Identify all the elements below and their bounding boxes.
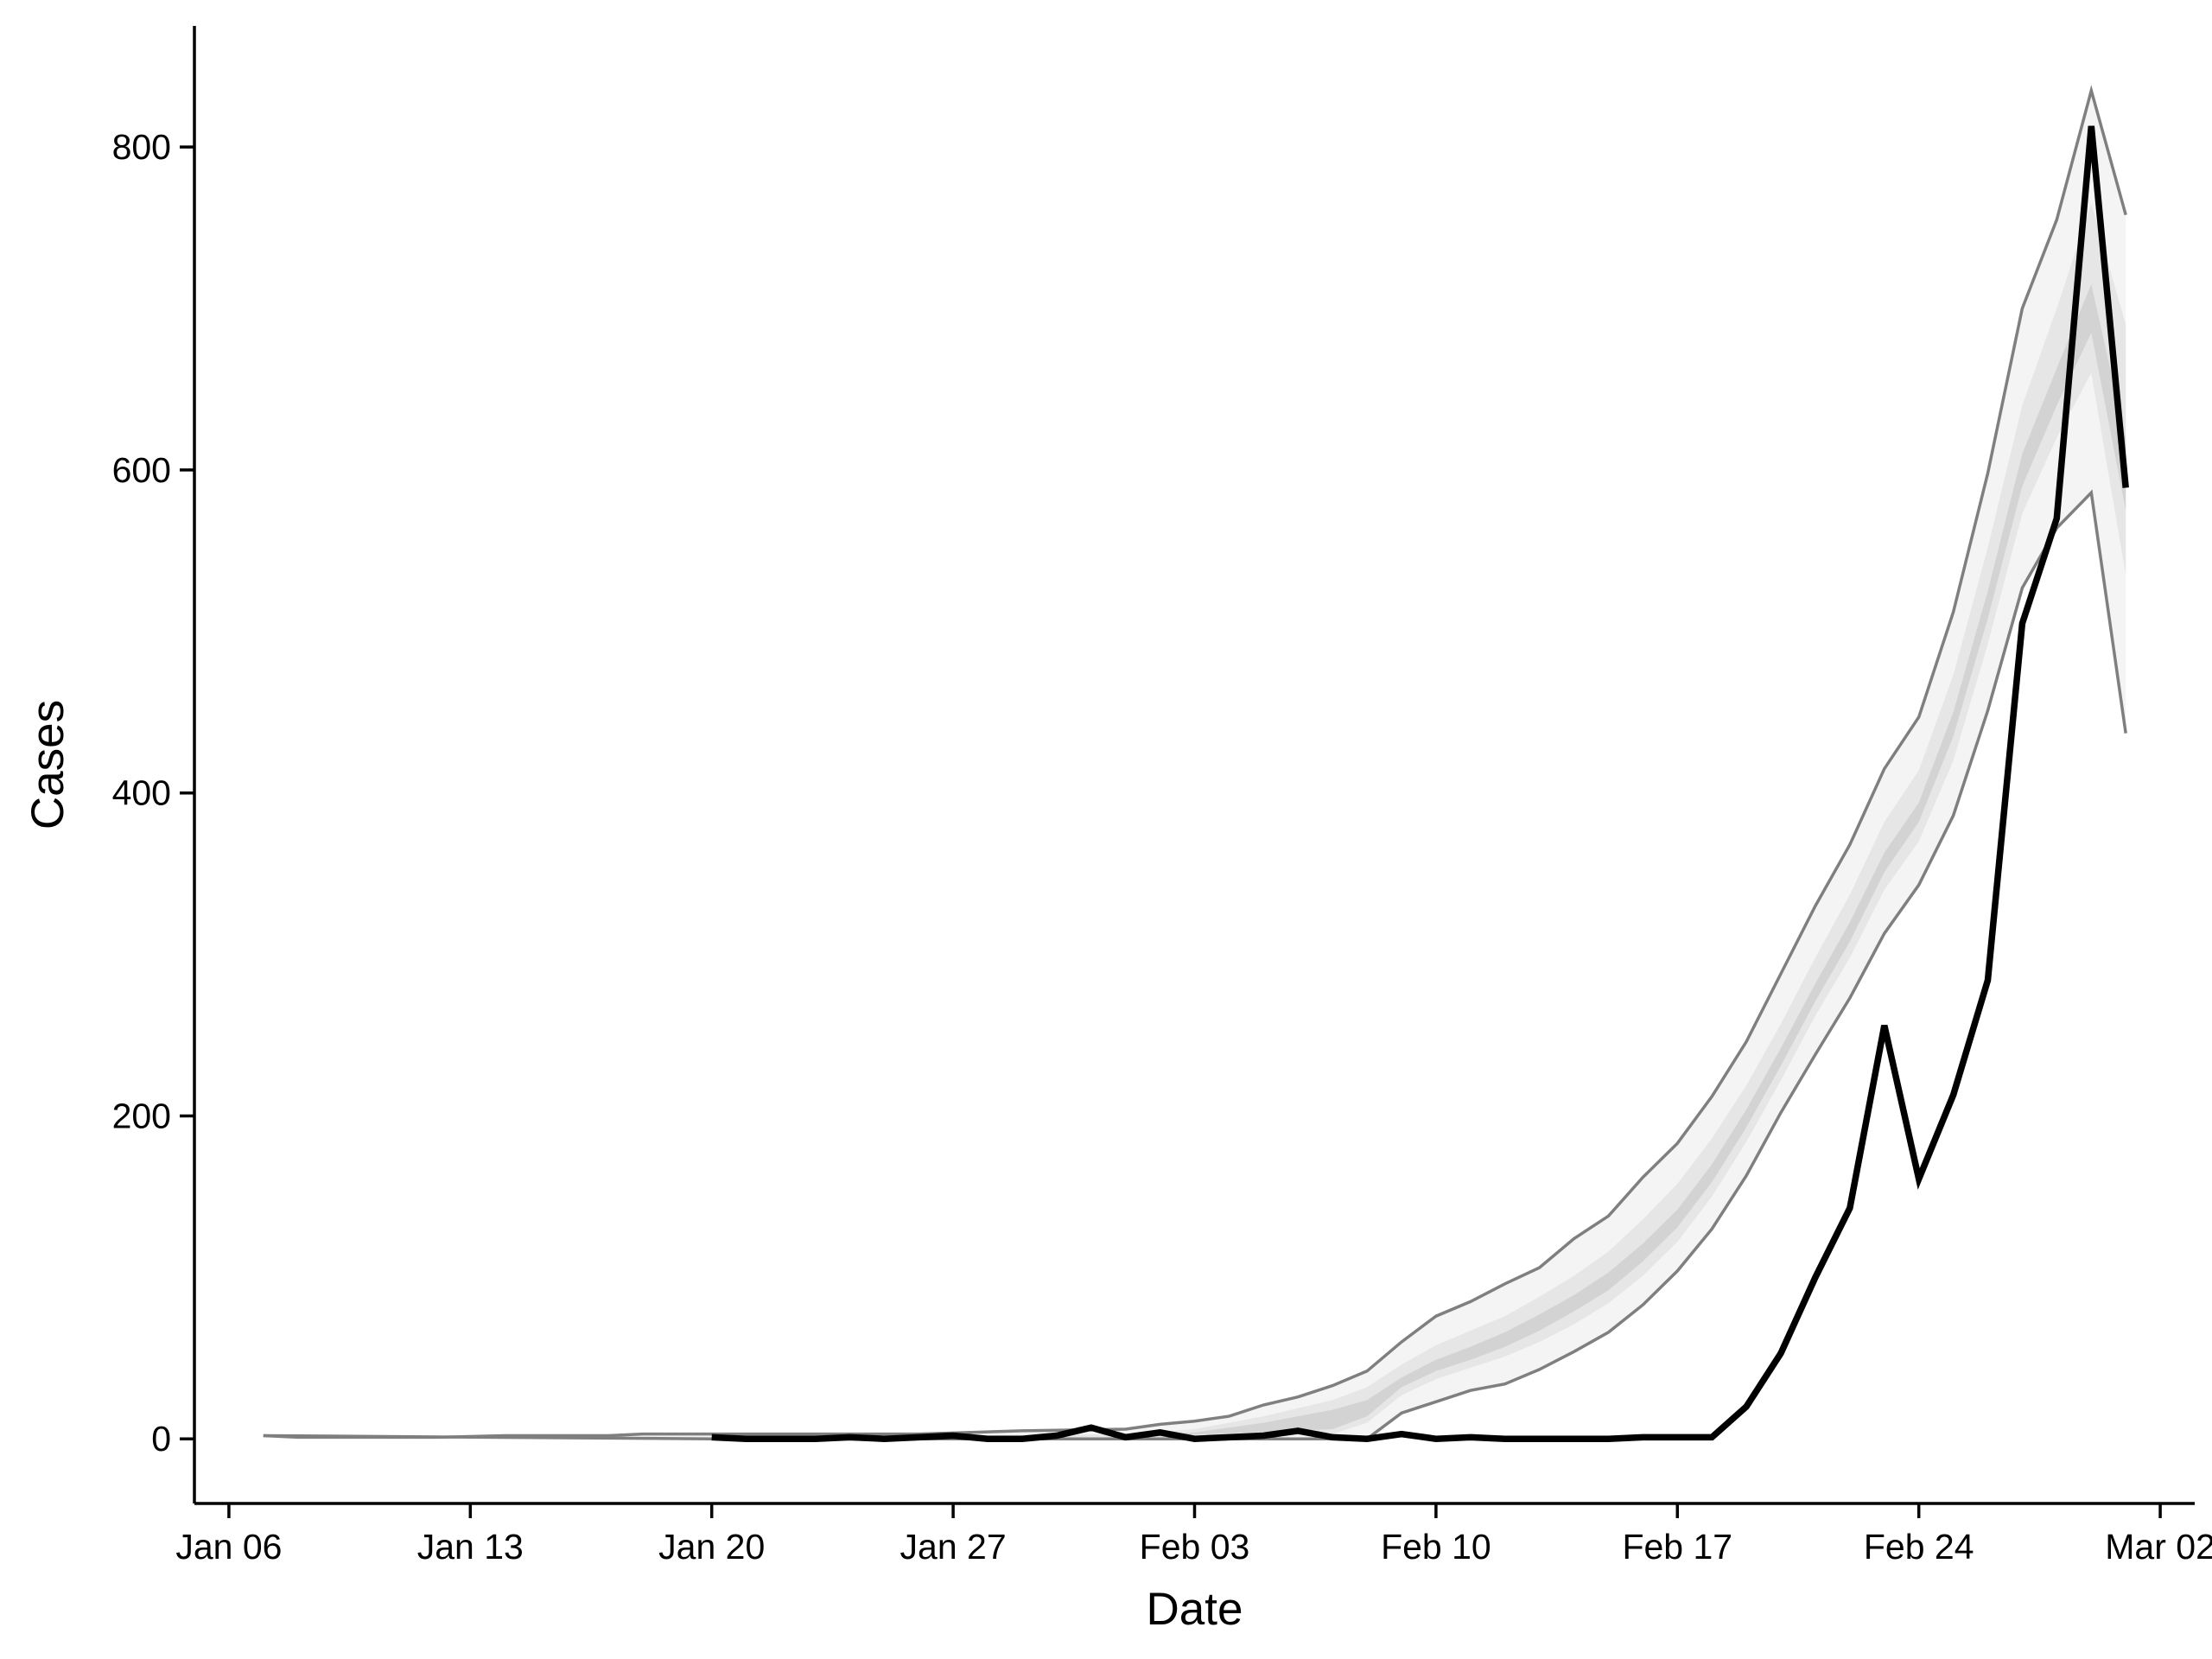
y-tick-label: 0 — [151, 1419, 171, 1459]
x-axis-title: Date — [1147, 1584, 1243, 1635]
observed-series-layer — [711, 125, 2129, 1442]
observed-cases-line — [711, 125, 2129, 1442]
x-tick-label: Jan 13 — [417, 1527, 524, 1567]
y-tick-label: 400 — [112, 773, 171, 813]
x-tick-label: Jan 27 — [900, 1527, 1007, 1567]
y-axis-ticks: 0 200 400 600 800 — [112, 127, 194, 1459]
band-lower-line — [263, 489, 2127, 1440]
prediction-bands — [263, 85, 2127, 1440]
x-tick-label: Jan 06 — [175, 1527, 282, 1567]
x-axis-ticks: Jan 06 Jan 13 Jan 20 Jan 27 Feb 03 Feb 10 Feb … — [175, 1503, 2212, 1567]
x-tick-label: Feb 10 — [1381, 1527, 1491, 1567]
y-tick-label: 600 — [112, 450, 171, 490]
x-tick-label: Feb 24 — [1864, 1527, 1974, 1567]
y-tick-label: 200 — [112, 1096, 171, 1135]
x-tick-label: Feb 03 — [1140, 1527, 1250, 1567]
x-tick-label: Mar 02 — [2105, 1527, 2212, 1567]
y-axis-title: Cases — [22, 700, 73, 830]
axes: Jan 06 Jan 13 Jan 20 Jan 27 Feb 03 Feb 10 Feb … — [112, 26, 2212, 1567]
band-upper-line — [263, 85, 2127, 1440]
y-tick-label: 800 — [112, 127, 171, 167]
x-tick-label: Feb 17 — [1622, 1527, 1732, 1567]
x-tick-label: Jan 20 — [658, 1527, 765, 1567]
middle-band-area — [988, 203, 2126, 1438]
